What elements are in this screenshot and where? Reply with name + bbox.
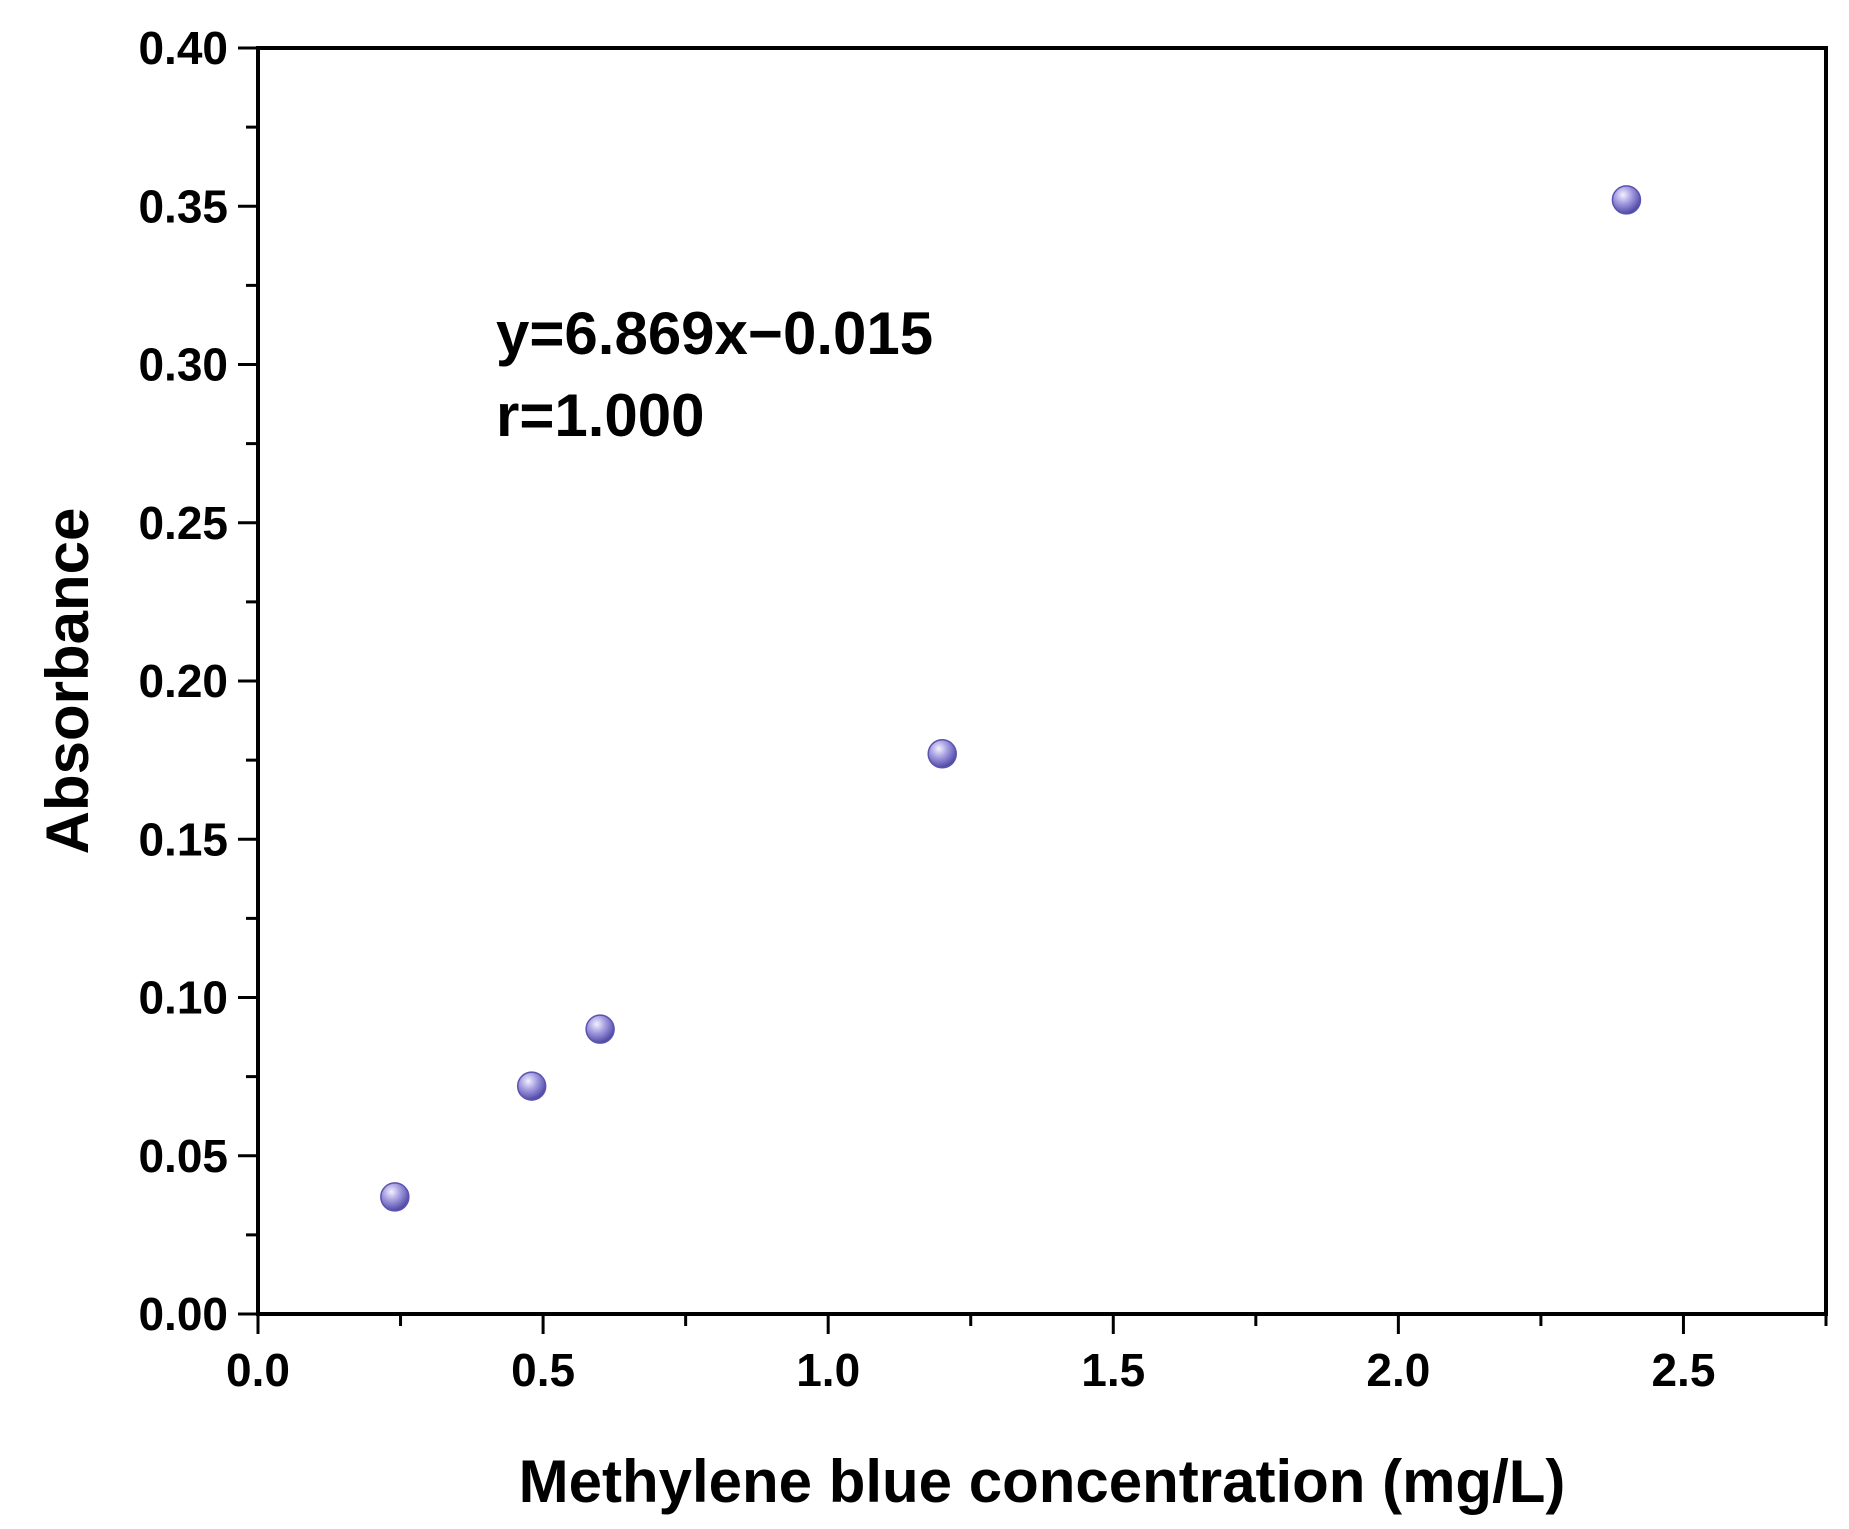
data-point bbox=[380, 1182, 410, 1212]
x-tick-label: 0.5 bbox=[511, 1344, 575, 1396]
y-tick-label: 0.35 bbox=[138, 180, 228, 232]
y-tick-label: 0.30 bbox=[138, 339, 228, 391]
y-tick-label: 0.20 bbox=[138, 655, 228, 707]
y-tick-label: 0.40 bbox=[138, 22, 228, 74]
y-tick-label: 0.15 bbox=[138, 813, 228, 865]
x-axis-tick-labels: 0.0 0.5 1.0 1.5 2.0 2.5 bbox=[226, 1344, 1715, 1396]
x-tick-label: 1.5 bbox=[1081, 1344, 1145, 1396]
data-point bbox=[1611, 185, 1642, 215]
data-point bbox=[927, 739, 957, 769]
x-tick-label: 2.5 bbox=[1651, 1344, 1715, 1396]
data-point bbox=[585, 1014, 615, 1044]
plot-frame bbox=[256, 46, 1828, 1316]
x-axis-title: Methylene blue concentration (mg/L) bbox=[519, 1448, 1566, 1515]
x-tick-label: 1.0 bbox=[796, 1344, 860, 1396]
x-tick-label: 2.0 bbox=[1366, 1344, 1430, 1396]
x-tick-label: 0.0 bbox=[226, 1344, 290, 1396]
y-axis-ticks bbox=[238, 46, 258, 1316]
y-axis-tick-labels: 0.00 0.05 0.10 0.15 0.20 0.25 0.30 0.35 … bbox=[138, 22, 228, 1340]
y-tick-label: 0.10 bbox=[138, 972, 228, 1024]
y-tick-label: 0.00 bbox=[138, 1288, 228, 1340]
data-point bbox=[516, 1071, 547, 1101]
y-tick-label: 0.25 bbox=[138, 497, 228, 549]
data-markers bbox=[380, 185, 1642, 1212]
x-axis-ticks bbox=[256, 1314, 1828, 1334]
y-axis-title: Absorbance bbox=[34, 508, 101, 855]
equation-annotation: y=6.869x−0.015 bbox=[496, 300, 933, 367]
y-tick-label: 0.05 bbox=[138, 1130, 228, 1182]
correlation-annotation: r=1.000 bbox=[496, 382, 705, 449]
